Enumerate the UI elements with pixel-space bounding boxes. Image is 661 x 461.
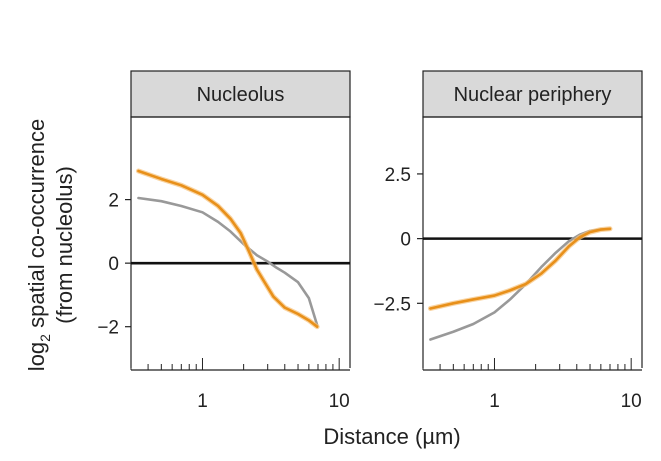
svg-text:log2 spatial co-occurrence: log2 spatial co-occurrence — [24, 119, 53, 371]
plot-border — [130, 116, 351, 368]
x-tick-label: 10 — [621, 391, 642, 412]
ylabel-rest: spatial co-occurrence — [24, 119, 49, 334]
series-line-orange — [429, 227, 612, 310]
series-line-orange — [137, 169, 319, 328]
y-tick-label: 0 — [400, 230, 411, 251]
series-band — [427, 226, 613, 311]
panel-title-strip — [130, 70, 351, 118]
panel-title-strip — [422, 70, 643, 118]
y-tick-label: −2 — [97, 318, 119, 339]
panel-nuclear-periphery: Nuclear periphery 2.5 0 −2.5 1 10 — [373, 70, 643, 412]
plot-border — [422, 116, 643, 368]
panel-title: Nucleolus — [197, 84, 285, 106]
panel-title: Nuclear periphery — [454, 84, 612, 106]
x-axis-label: Distance (µm) — [323, 424, 460, 449]
ylabel-main: log — [24, 342, 49, 371]
y-tick-label: −2.5 — [373, 294, 411, 315]
x-tick-label: 10 — [329, 391, 350, 412]
y-tick-label: 2 — [108, 191, 119, 212]
ylabel-sub: 2 — [37, 334, 53, 342]
series-band — [135, 168, 320, 330]
ylabel-line2: (from nucleolus) — [52, 166, 77, 324]
x-tick-label: 1 — [197, 391, 208, 412]
y-tick-label: 2.5 — [385, 165, 411, 186]
y-axis-label: log2 spatial co-occurrence (from nucleol… — [24, 119, 77, 371]
x-tick-label: 1 — [489, 391, 500, 412]
y-tick-label: 0 — [108, 254, 119, 275]
panel-nucleolus: Nucleolus 2 0 −2 1 10 — [97, 70, 351, 412]
